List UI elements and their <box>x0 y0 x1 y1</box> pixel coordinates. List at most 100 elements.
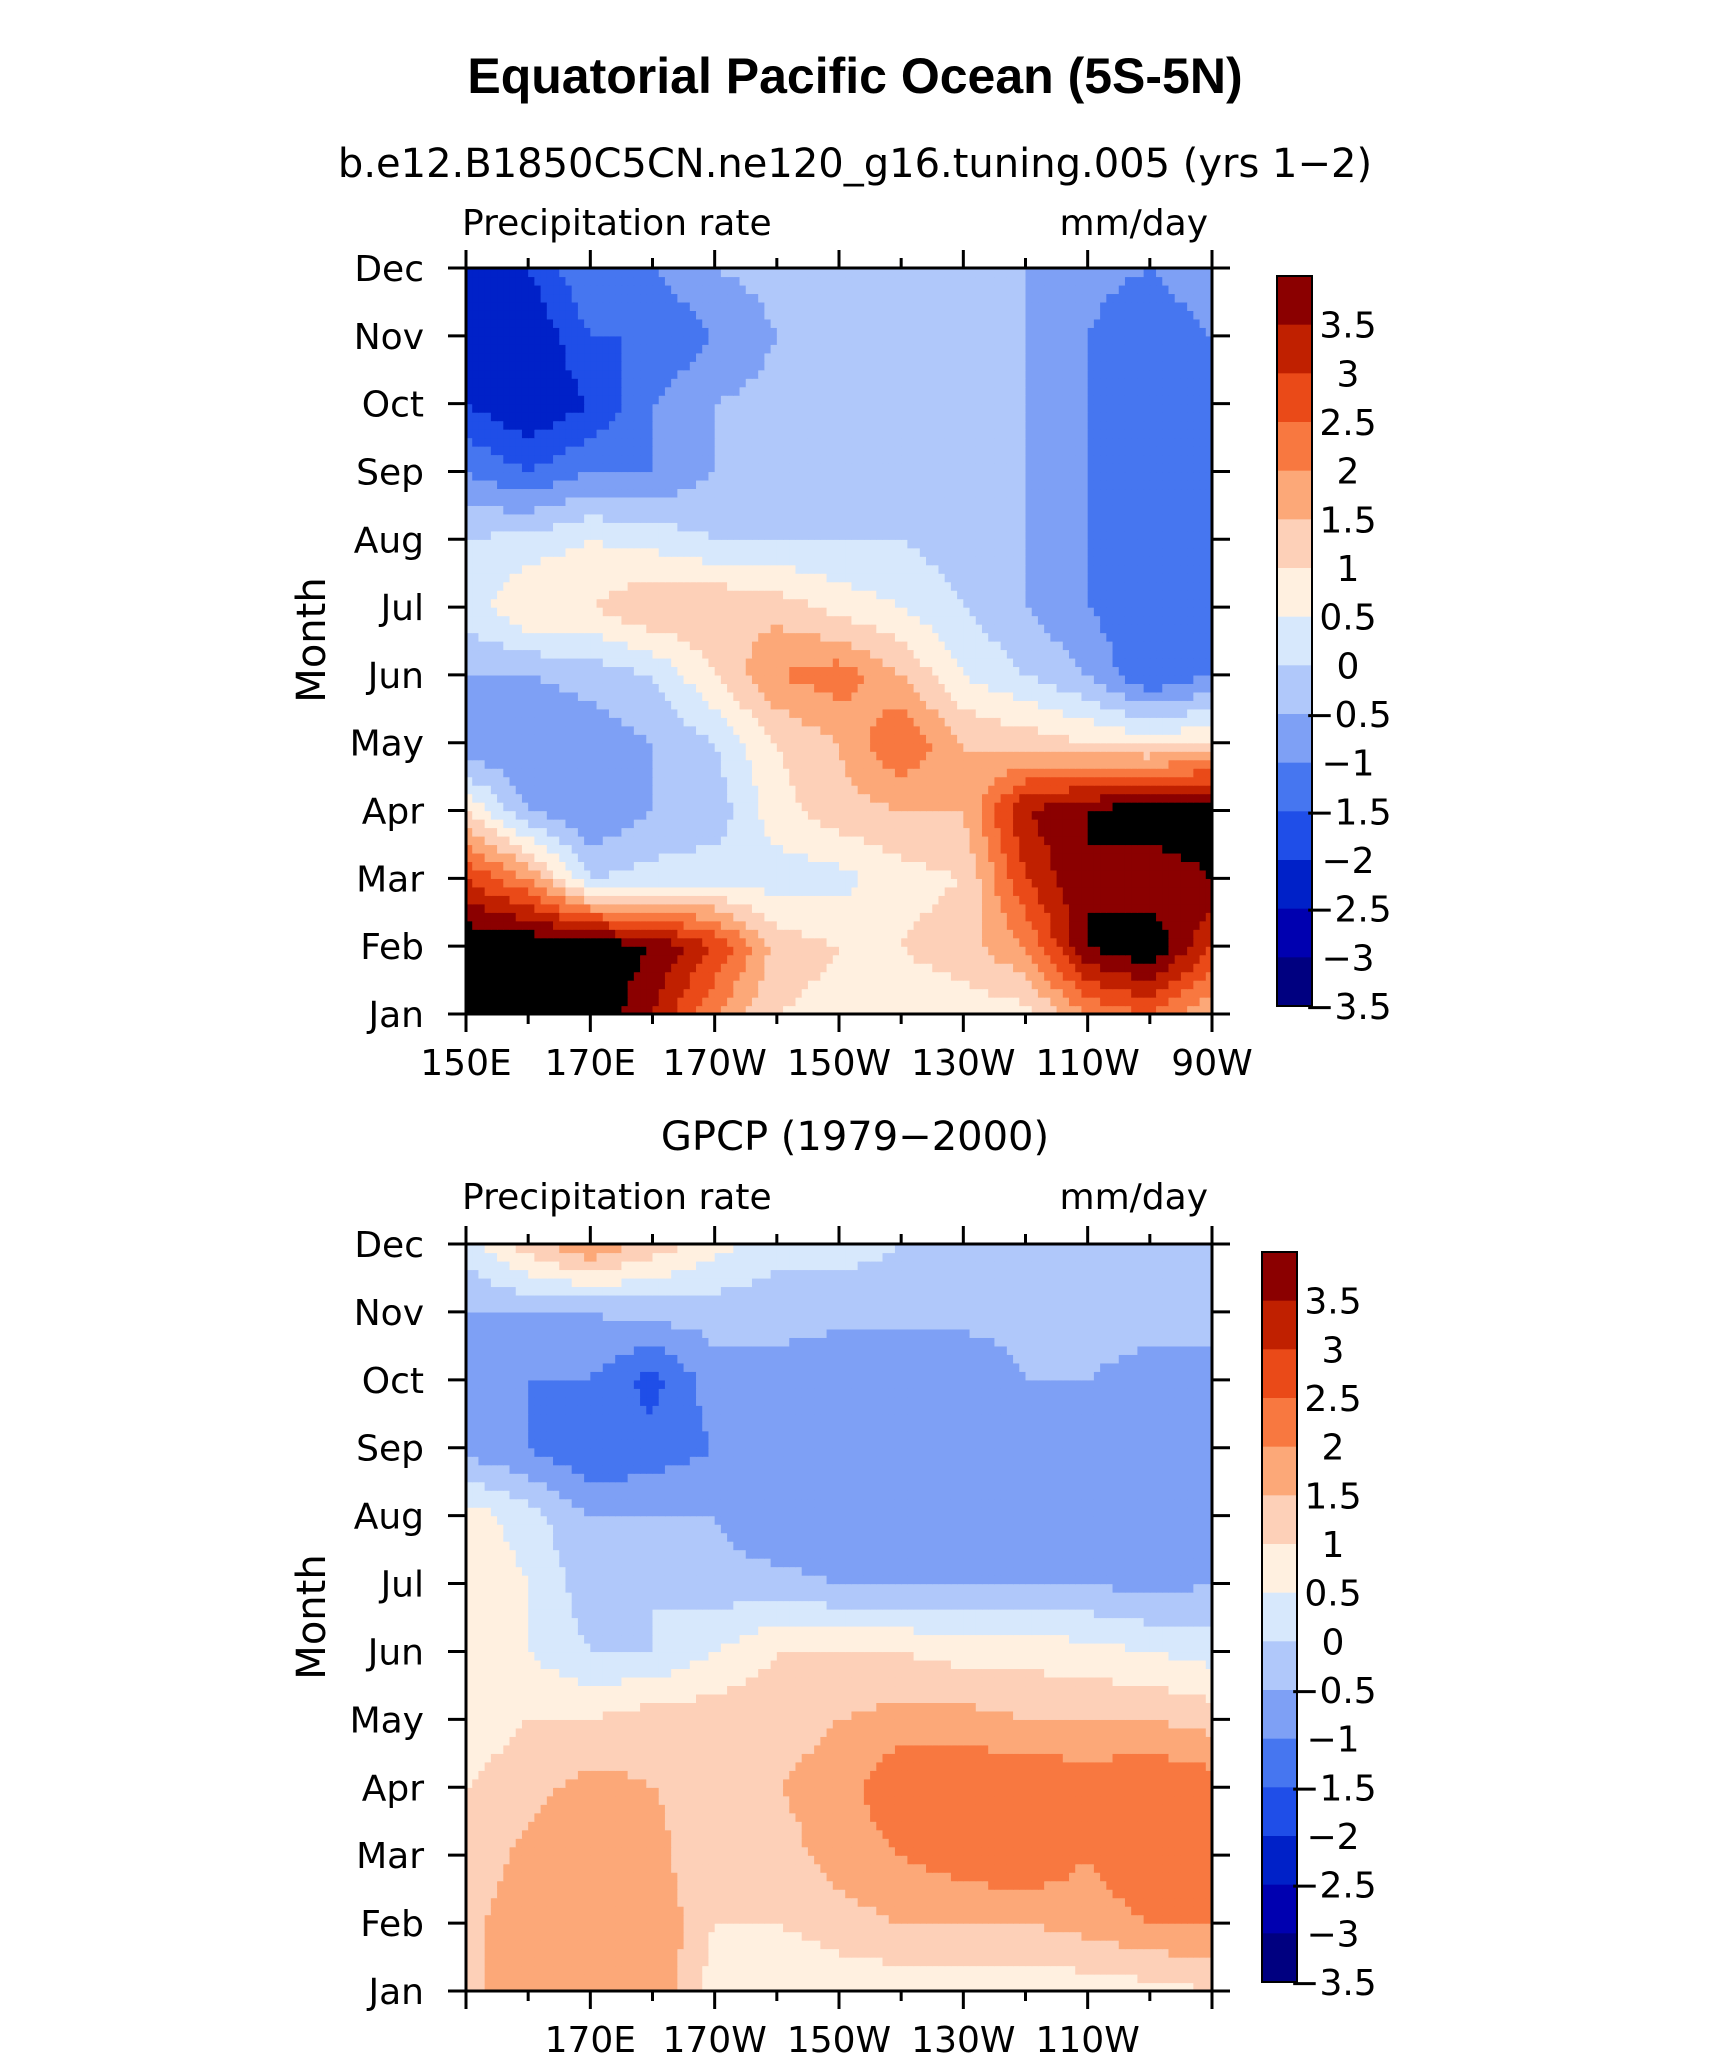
heatmap-cell <box>1174 691 1182 701</box>
heatmap-cell <box>596 878 604 888</box>
heatmap-cell <box>571 657 579 668</box>
heatmap-cell <box>590 963 598 973</box>
heatmap-cell <box>1180 700 1188 710</box>
heatmap-cell <box>807 793 815 803</box>
heatmap-cell <box>633 895 641 905</box>
heatmap-cell <box>677 768 685 778</box>
heatmap-cell <box>714 827 722 837</box>
heatmap-cell <box>764 929 772 939</box>
heatmap-cell <box>478 844 486 854</box>
heatmap-cell <box>1149 674 1157 684</box>
heatmap-cell <box>515 657 523 668</box>
heatmap-cell <box>1031 954 1039 964</box>
heatmap-cell <box>490 793 498 803</box>
heatmap-cell <box>1205 691 1213 701</box>
heatmap-cell <box>1131 903 1138 913</box>
heatmap-cell <box>677 657 685 668</box>
heatmap-cell <box>1205 903 1213 913</box>
heatmap-cell <box>863 912 871 922</box>
heatmap-cell <box>658 751 666 761</box>
heatmap-cell <box>882 912 890 922</box>
heatmap-cell <box>1124 844 1132 854</box>
heatmap-cell <box>1187 1005 1194 1015</box>
heatmap-cell <box>832 861 840 871</box>
heatmap-cell <box>814 666 821 676</box>
heatmap-cell <box>932 717 940 727</box>
heatmap-cell <box>509 700 517 710</box>
heatmap-cell <box>913 810 921 820</box>
heatmap-cell <box>515 903 523 913</box>
heatmap-cell <box>1050 844 1058 854</box>
heatmap-cell <box>621 734 629 744</box>
heatmap-cell <box>882 869 890 879</box>
heatmap-cell <box>963 963 971 973</box>
heatmap-cell <box>708 819 716 829</box>
heatmap-cell <box>783 920 790 930</box>
heatmap-cell <box>708 963 716 973</box>
heatmap-cell <box>801 844 809 854</box>
heatmap-cell <box>957 954 964 964</box>
heatmap-cell <box>1006 708 1014 718</box>
heatmap-cell <box>801 725 809 735</box>
heatmap-cell <box>1069 929 1076 939</box>
heatmap-cell <box>932 768 940 778</box>
heatmap-cell <box>490 903 498 913</box>
heatmap-cell <box>1087 1005 1095 1015</box>
heatmap-cell <box>559 802 567 812</box>
heatmap-cell <box>894 835 902 846</box>
heatmap-cell <box>658 937 666 947</box>
heatmap-cell <box>994 691 1002 701</box>
heatmap-cell <box>1087 725 1095 735</box>
heatmap-cell <box>484 785 492 795</box>
heatmap-cell <box>553 751 560 761</box>
heatmap-cell <box>907 768 915 778</box>
heatmap-cell <box>839 708 846 718</box>
heatmap-cell <box>745 835 753 846</box>
heatmap-cell <box>640 903 647 913</box>
heatmap-cell <box>503 912 511 922</box>
heatmap-cell <box>1075 725 1083 735</box>
heatmap-cell <box>1050 700 1058 710</box>
heatmap-cell <box>795 768 803 778</box>
heatmap-cell <box>938 937 946 947</box>
heatmap-cell <box>677 827 685 837</box>
heatmap-cell <box>882 988 890 998</box>
heatmap-cell <box>876 937 884 947</box>
heatmap-cell <box>1050 878 1058 888</box>
heatmap-cell <box>1093 742 1101 752</box>
heatmap-cell <box>503 759 511 769</box>
heatmap-cell <box>758 734 765 744</box>
heatmap-cell <box>671 869 678 879</box>
heatmap-cell <box>1124 954 1132 964</box>
heatmap-cell <box>857 895 865 905</box>
heatmap-cell <box>1156 768 1163 778</box>
heatmap-cell <box>714 895 722 905</box>
heatmap-cell <box>590 1005 598 1015</box>
heatmap-cell <box>932 954 940 964</box>
heatmap-cell <box>1193 869 1201 879</box>
heatmap-cell <box>776 810 784 820</box>
heatmap-cell <box>646 903 654 913</box>
heatmap-cell <box>1062 810 1070 820</box>
heatmap-cell <box>1143 819 1151 829</box>
heatmap-cell <box>720 810 728 820</box>
heatmap-cell <box>503 657 511 668</box>
heatmap-cell <box>932 691 940 701</box>
heatmap-cell <box>888 988 896 998</box>
heatmap-cell <box>1187 954 1194 964</box>
heatmap-cell <box>478 988 486 998</box>
heatmap-cell <box>826 827 834 837</box>
heatmap-cell <box>1162 827 1170 837</box>
heatmap-cell <box>776 929 784 939</box>
heatmap-cell <box>621 997 629 1007</box>
heatmap-cell <box>1124 776 1132 786</box>
heatmap-cell <box>888 776 896 786</box>
heatmap-cell <box>1156 691 1163 701</box>
heatmap-cell <box>1062 903 1070 913</box>
heatmap-cell <box>1025 988 1033 998</box>
heatmap-cell <box>528 878 535 888</box>
heatmap-cell <box>1062 980 1070 990</box>
heatmap-cell <box>795 785 803 795</box>
heatmap-cell <box>1075 878 1083 888</box>
heatmap-cell <box>882 895 890 905</box>
